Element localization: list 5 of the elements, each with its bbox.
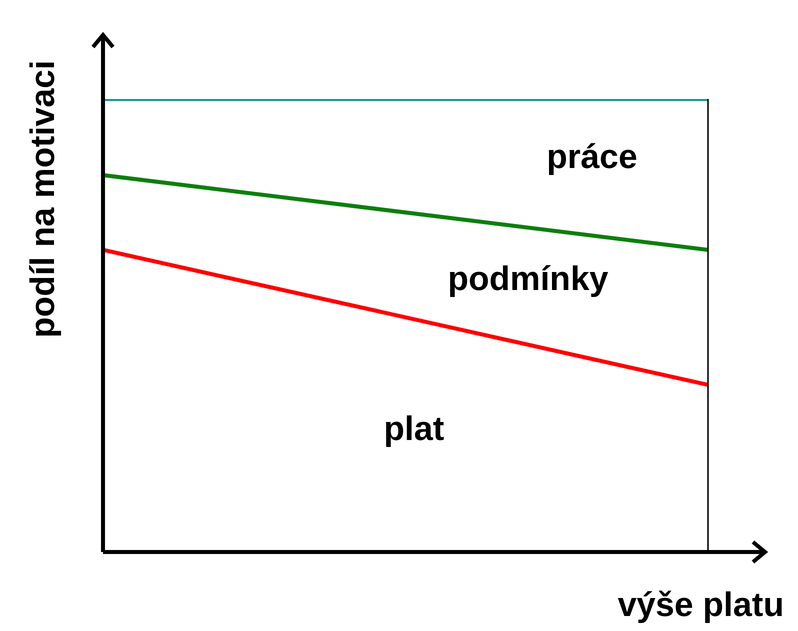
annotation: podmínky [448,260,608,298]
x-axis-title: výše platu [618,586,784,624]
annotation: plat [384,410,444,448]
y-axis-title: podíl na motivaci [24,60,62,338]
annotation: práce [546,138,638,176]
